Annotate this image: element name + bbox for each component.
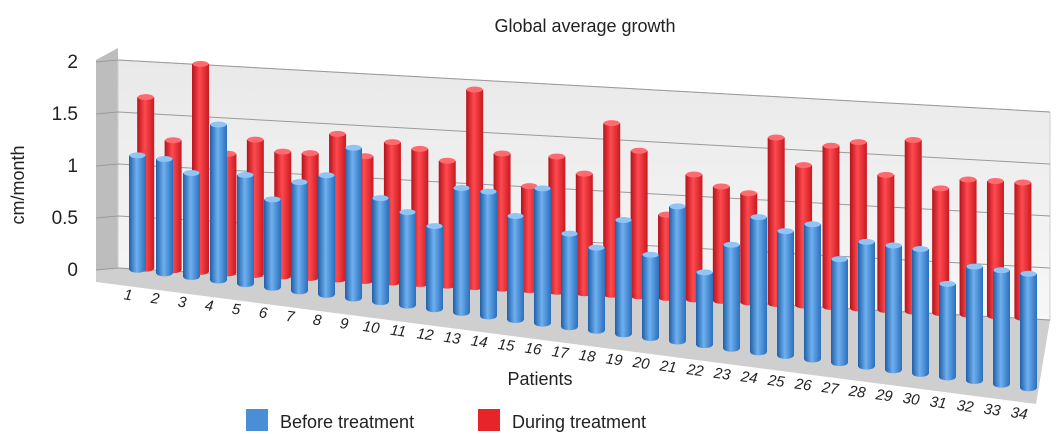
bar-before-treatment [777,228,794,359]
x-tick-label: 34 [1010,404,1029,423]
x-tick-label: 33 [983,401,1003,420]
x-tick-label: 16 [524,340,544,359]
bar-before-treatment [345,144,362,302]
bar-before-treatment [588,244,605,334]
bar-before-treatment [912,246,929,377]
legend-swatch-before [246,409,268,431]
x-tick-label: 26 [793,375,814,394]
x-tick-label: 6 [258,304,269,322]
x-tick-label: 27 [820,379,841,398]
bar-before-treatment [669,203,686,345]
y-tick-label: 2 [67,52,78,73]
bar-before-treatment [291,179,308,295]
bar-before-treatment [615,216,632,338]
bar-before-treatment [426,223,443,313]
bar-before-treatment [858,238,875,370]
y-tick-label: 0.5 [52,208,78,229]
legend: Before treatment During treatment [246,409,646,432]
y-tick-labels: 0 0.5 1 1.5 2 [52,52,78,281]
left-wall [96,48,118,270]
bar-before-treatment [210,121,227,284]
bar-during-treatment [466,86,484,291]
x-tick-label: 11 [389,322,407,341]
x-tick-label: 21 [658,357,678,376]
gridline-side [95,59,119,63]
x-tick-label: 5 [231,301,242,319]
gridline-side [95,163,119,167]
bar-before-treatment [237,171,254,288]
x-tick-label: 15 [497,336,517,355]
gridline [117,111,1051,165]
x-tick-label: 14 [470,332,489,351]
x-tick-label: 17 [551,343,571,362]
x-tick-labels: 1 2 3 4 5 6 7 8 9 10 11 12 13 14 15 16 17 18 19 20 21 22 23 24 2… [123,286,1029,423]
chart-title: Global average growth [494,16,675,36]
bar-before-treatment [453,185,470,316]
bar-before-treatment [939,280,956,381]
y-tick-label: 1 [67,156,78,177]
x-tick-label: 7 [285,308,296,326]
x-tick-label: 2 [149,290,161,308]
x-tick-label: 23 [712,365,733,384]
x-tick-label: 1 [123,286,134,304]
x-tick-label: 24 [739,368,759,387]
x-axis-label: Patients [507,369,572,389]
x-tick-label: 29 [874,386,895,405]
bar-before-treatment [507,213,524,324]
bar-before-treatment [534,185,551,327]
bar-before-treatment [642,251,659,341]
legend-label-before: Before treatment [280,412,414,432]
gridline-side [95,215,119,219]
y-axis-label: cm/month [8,145,28,224]
y-tick-label: 1.5 [52,104,78,125]
legend-swatch-during [478,409,500,431]
gridline-side [95,267,119,271]
y-tick-label: 0 [67,260,78,281]
x-tick-label: 31 [929,393,948,412]
x-tick-label: 8 [312,311,323,329]
x-tick-label: 30 [902,390,922,409]
x-tick-label: 19 [605,350,625,369]
x-tick-label: 20 [631,354,652,373]
bar-before-treatment [399,209,416,309]
x-tick-label: 3 [177,294,188,312]
bar-before-treatment [480,188,497,320]
bar-before-treatment [318,172,335,298]
gridline [117,59,1051,113]
bar-during-treatment [493,150,511,292]
bar-before-treatment [129,152,146,273]
bar-before-treatment [561,230,578,331]
x-tick-label: 10 [362,318,382,337]
bar-before-treatment [885,242,902,374]
bar-before-treatment [804,221,821,363]
x-tick-label: 9 [339,315,350,333]
bar-before-treatment [723,241,740,352]
x-tick-label: 12 [416,325,436,344]
x-tick-label: 28 [847,383,868,402]
gridline-side [95,111,119,115]
bar-before-treatment [993,267,1010,388]
x-tick-label: 18 [578,347,598,366]
bars [129,60,1037,392]
bar-before-treatment [183,169,200,280]
bar-before-treatment [750,214,767,356]
floor [96,268,1050,404]
legend-label-during: During treatment [512,412,646,432]
x-tick-label: 32 [956,397,976,416]
bar-before-treatment [372,195,389,306]
bar-during-treatment [520,183,538,294]
bar-before-treatment [156,155,173,277]
x-tick-label: 22 [685,361,706,380]
bar-before-treatment [264,196,281,291]
x-tick-label: 13 [443,329,463,348]
bar-before-treatment [966,263,983,385]
bar-before-treatment [696,269,713,349]
bar-before-treatment [1020,270,1037,392]
x-tick-label: 4 [204,297,215,315]
bar-before-treatment [831,256,848,367]
x-tick-label: 25 [766,372,787,391]
